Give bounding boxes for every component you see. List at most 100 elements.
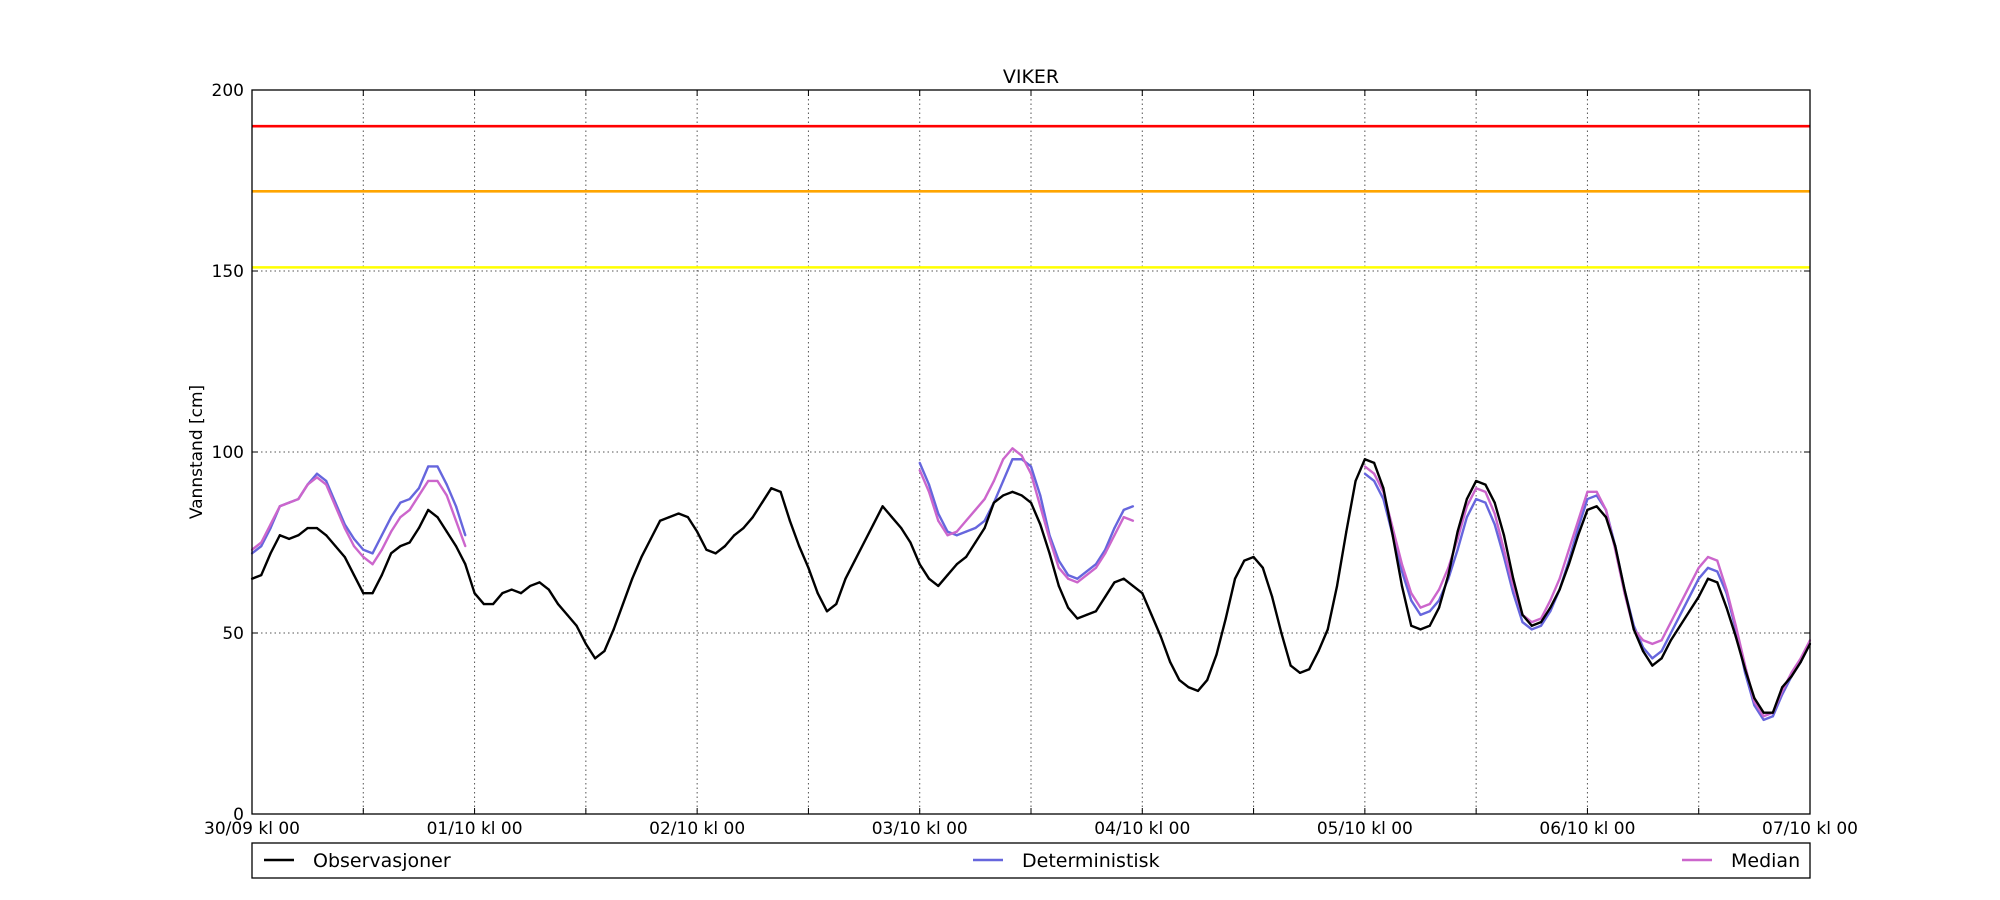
data-point — [1076, 577, 1079, 580]
data-point — [1567, 548, 1570, 551]
data-point — [918, 461, 921, 464]
data-point — [1762, 715, 1765, 718]
data-point — [1502, 534, 1506, 537]
data-point — [1104, 552, 1107, 555]
data-point — [1335, 584, 1339, 588]
data-point — [269, 552, 272, 555]
y-axis-label: Vannstand [cm] — [187, 385, 207, 519]
x-tick-label: 01/10 kl 00 — [427, 819, 523, 839]
data-point — [1187, 686, 1190, 689]
x-tick-label: 03/10 kl 00 — [872, 819, 968, 839]
data-point — [1428, 610, 1431, 613]
data-point — [872, 523, 875, 526]
data-point — [1697, 595, 1700, 598]
data-point — [325, 483, 328, 486]
data-point — [927, 577, 931, 580]
data-point — [371, 563, 374, 566]
data-point — [1475, 487, 1478, 490]
data-point — [983, 519, 986, 522]
data-point — [1428, 602, 1431, 606]
data-point — [1243, 559, 1246, 562]
data-point — [538, 581, 541, 584]
data-point — [1679, 613, 1682, 617]
data-point — [1521, 613, 1524, 617]
data-point — [1039, 494, 1042, 497]
data-point — [1400, 584, 1404, 588]
data-point — [1549, 606, 1552, 609]
data-point — [1029, 465, 1033, 468]
data-point — [501, 592, 504, 595]
data-point — [964, 530, 968, 533]
data-point — [1493, 501, 1496, 504]
data-point — [1669, 639, 1672, 642]
data-point — [334, 505, 337, 508]
data-point — [1512, 577, 1515, 580]
data-point — [788, 519, 791, 522]
data-point — [1484, 490, 1487, 493]
data-point — [1679, 624, 1682, 627]
data-point — [946, 534, 949, 537]
data-point — [1085, 570, 1088, 573]
data-point — [1595, 505, 1598, 508]
x-tick-label: 30/09 kl 00 — [204, 819, 300, 839]
data-point — [937, 512, 940, 515]
data-point — [1530, 628, 1533, 631]
series-line — [251, 465, 467, 555]
data-point — [315, 526, 319, 530]
data-point — [445, 483, 448, 486]
data-point — [436, 465, 439, 468]
data-point — [408, 541, 411, 544]
data-point — [1048, 552, 1051, 555]
data-point — [1706, 577, 1710, 580]
data-point — [510, 588, 513, 591]
data-point — [1456, 530, 1459, 533]
y-tick-label: 50 — [222, 624, 244, 644]
x-tick-label: 06/10 kl 00 — [1539, 819, 1635, 839]
data-point — [445, 494, 448, 497]
data-point — [454, 505, 458, 508]
data-point — [1215, 653, 1218, 656]
data-point — [1298, 671, 1302, 674]
data-point — [1669, 621, 1672, 624]
data-point — [1502, 548, 1506, 551]
x-tick-label: 05/10 kl 00 — [1317, 819, 1413, 839]
data-point — [918, 563, 921, 566]
data-point — [1057, 559, 1060, 562]
data-point — [1224, 617, 1227, 620]
data-point — [1706, 566, 1710, 569]
data-point — [343, 526, 346, 530]
chart-title: VIKER — [1003, 66, 1059, 88]
data-point — [844, 577, 847, 580]
data-point — [408, 508, 411, 512]
data-point — [390, 530, 393, 533]
data-point — [352, 545, 356, 548]
data-point — [399, 545, 402, 548]
y-tick-label: 150 — [212, 262, 244, 282]
data-point — [937, 584, 940, 588]
data-point — [1131, 584, 1135, 588]
data-point — [946, 573, 949, 577]
x-tick-label: 04/10 kl 00 — [1094, 819, 1190, 839]
data-point — [1011, 447, 1014, 450]
grid-lines — [252, 90, 1810, 814]
data-point — [269, 523, 272, 526]
data-point — [658, 519, 662, 522]
data-point — [260, 573, 263, 577]
data-point — [1159, 635, 1162, 638]
data-point — [1419, 628, 1422, 631]
data-point — [1530, 621, 1533, 624]
data-point — [1651, 664, 1654, 667]
data-point — [1512, 592, 1515, 595]
data-point — [955, 534, 958, 537]
data-point — [1465, 516, 1468, 519]
data-point — [1094, 566, 1098, 569]
data-point — [1762, 711, 1765, 714]
data-point — [1632, 628, 1635, 631]
data-point — [1196, 689, 1200, 693]
data-point — [1753, 697, 1756, 700]
data-point — [288, 537, 291, 540]
data-point — [594, 657, 597, 660]
data-point — [1539, 621, 1543, 624]
legend-item: Deterministisk — [973, 850, 1160, 872]
